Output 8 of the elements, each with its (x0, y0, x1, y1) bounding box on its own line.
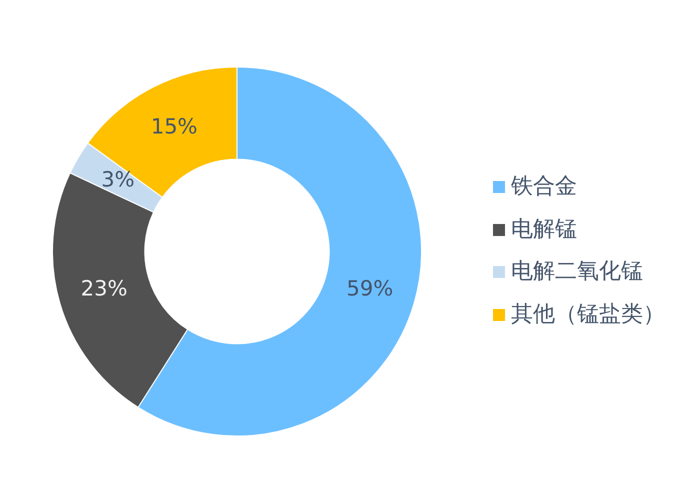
data-label: 15% (150, 114, 198, 139)
legend-label: 电解锰 (511, 216, 577, 243)
data-label: 3% (101, 168, 135, 192)
legend-label: 其他（锰盐类） (511, 302, 665, 328)
legend-label: 电解二氧化锰 (511, 259, 643, 286)
data-label: 59% (346, 276, 394, 301)
data-label: 23% (80, 276, 128, 301)
legend-label: 铁合金 (511, 174, 577, 200)
